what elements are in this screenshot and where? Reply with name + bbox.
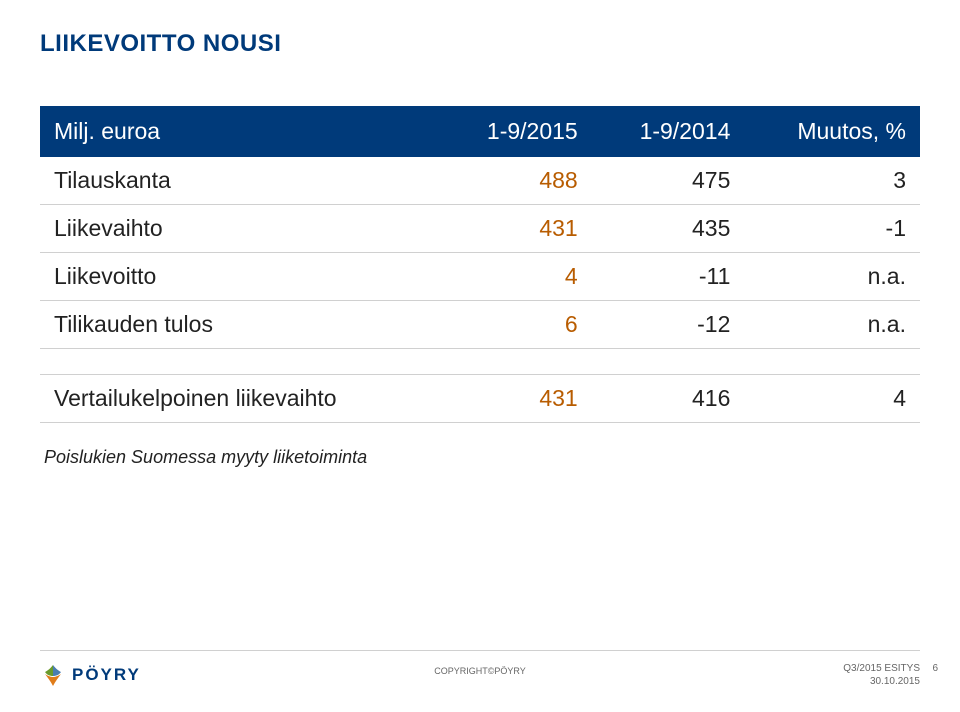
- financial-table: Milj. euroa 1-9/2015 1-9/2014 Muutos, % …: [40, 106, 920, 423]
- row-c1: 6: [439, 301, 592, 349]
- table-compare-row: Vertailukelpoinen liikevaihto 431 416 4: [40, 375, 920, 423]
- col-change: Muutos, %: [744, 106, 920, 157]
- footer-right: Q3/2015 ESITYS 30.10.2015 6: [843, 662, 920, 688]
- table-spacer-row: [40, 349, 920, 375]
- row-c3: n.a.: [744, 253, 920, 301]
- table-header-row: Milj. euroa 1-9/2015 1-9/2014 Muutos, %: [40, 106, 920, 157]
- row-c2: 416: [592, 375, 745, 423]
- row-label: Liikevaihto: [40, 205, 439, 253]
- row-c3: n.a.: [744, 301, 920, 349]
- row-c2: 475: [592, 157, 745, 205]
- footer: PÖYRY COPYRIGHT©PÖYRY Q3/2015 ESITYS 30.…: [0, 650, 960, 694]
- row-c3: 3: [744, 157, 920, 205]
- row-c3: 4: [744, 375, 920, 423]
- footer-divider: [40, 650, 920, 651]
- table-row: Liikevaihto 431 435 -1: [40, 205, 920, 253]
- row-c2: 435: [592, 205, 745, 253]
- col-period2: 1-9/2014: [592, 106, 745, 157]
- row-c2: -12: [592, 301, 745, 349]
- col-label: Milj. euroa: [40, 106, 439, 157]
- row-c1: 431: [439, 205, 592, 253]
- col-period1: 1-9/2015: [439, 106, 592, 157]
- row-label: Vertailukelpoinen liikevaihto: [40, 375, 439, 423]
- row-label: Tilikauden tulos: [40, 301, 439, 349]
- table-row: Tilikauden tulos 6 -12 n.a.: [40, 301, 920, 349]
- row-c1: 431: [439, 375, 592, 423]
- presentation-date: 30.10.2015: [843, 675, 920, 688]
- slide-root: LIIKEVOITTO NOUSI Milj. euroa 1-9/2015 1…: [0, 0, 960, 712]
- presentation-label: Q3/2015 ESITYS: [843, 662, 920, 675]
- row-label: Liikevoitto: [40, 253, 439, 301]
- footnote: Poislukien Suomessa myyty liiketoiminta: [40, 447, 920, 468]
- page-number: 6: [932, 662, 938, 675]
- row-c1: 4: [439, 253, 592, 301]
- row-c1: 488: [439, 157, 592, 205]
- table-row: Tilauskanta 488 475 3: [40, 157, 920, 205]
- copyright-text: COPYRIGHT©PÖYRY: [0, 666, 960, 676]
- row-label: Tilauskanta: [40, 157, 439, 205]
- row-c3: -1: [744, 205, 920, 253]
- row-c2: -11: [592, 253, 745, 301]
- table-row: Liikevoitto 4 -11 n.a.: [40, 253, 920, 301]
- slide-title: LIIKEVOITTO NOUSI: [40, 30, 920, 58]
